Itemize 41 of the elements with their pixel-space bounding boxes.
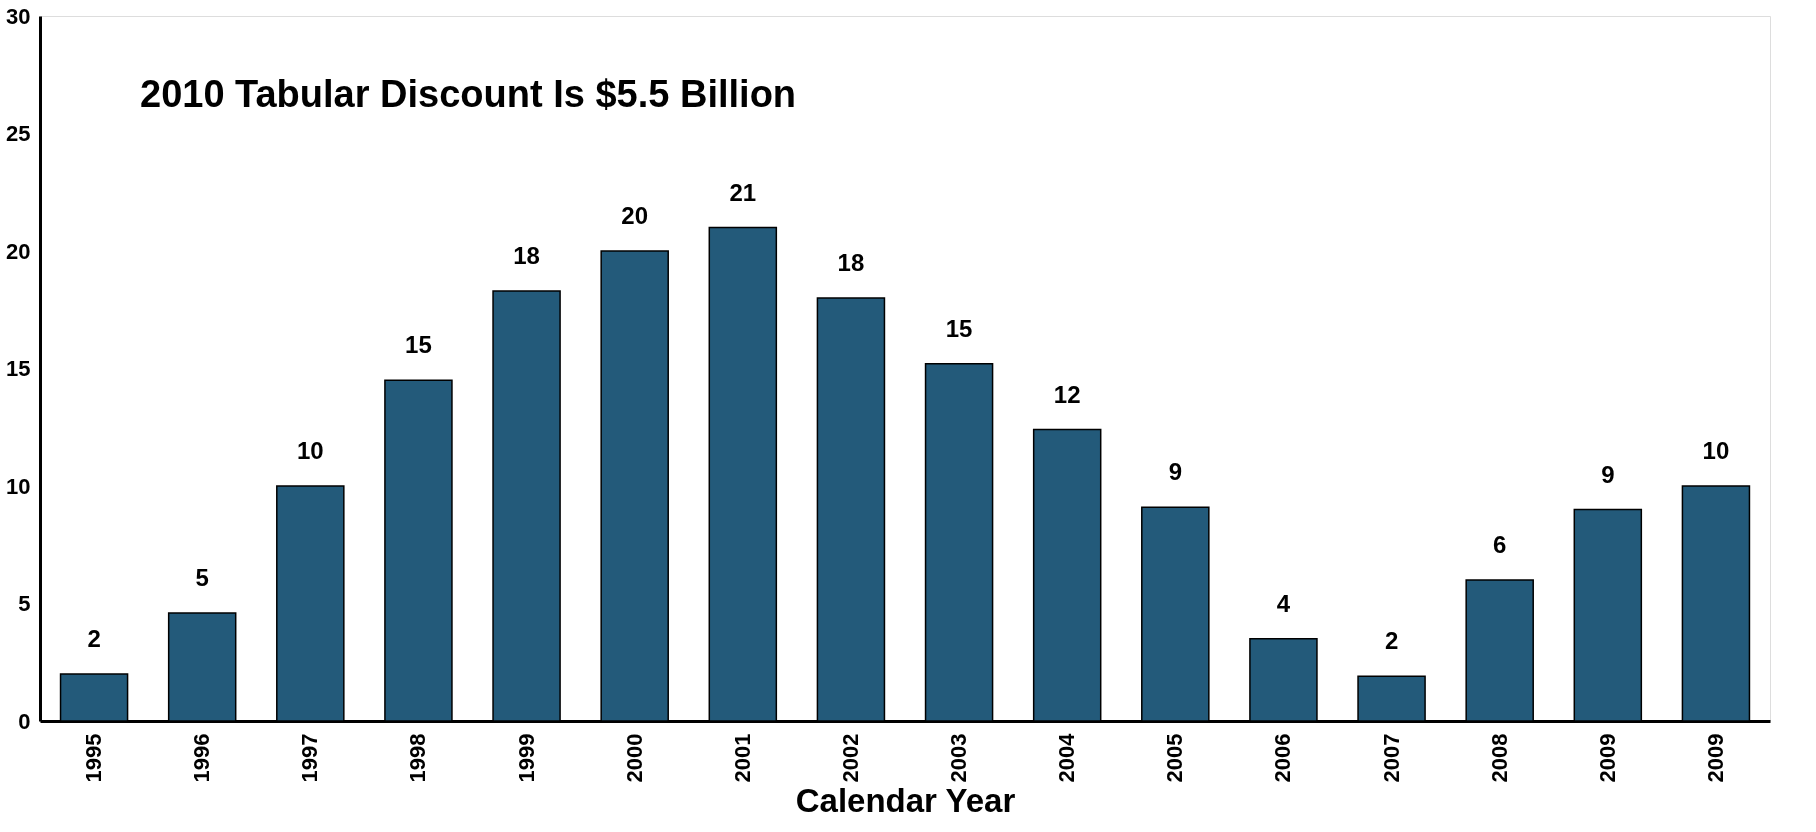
y-tick-label: 20 (6, 238, 31, 264)
data-label: 10 (1702, 437, 1730, 464)
x-tick-label: 1995 (81, 733, 107, 783)
y-tick-label: 5 (18, 591, 31, 616)
data-label: 6 (1493, 531, 1507, 558)
x-tick-label: 2002 (837, 733, 863, 783)
y-tick-label: 0 (18, 708, 31, 734)
x-tick-label: 2000 (621, 733, 647, 783)
y-tick-label: 10 (6, 473, 31, 499)
x-tick-label: 2007 (1378, 733, 1404, 783)
y-tick-label: 15 (6, 356, 31, 381)
data-label: 2 (1384, 627, 1399, 655)
data-label: 20 (621, 202, 649, 229)
x-tick-label: 2004 (1054, 732, 1080, 783)
data-label: 9 (1601, 460, 1615, 488)
data-label: 4 (1276, 589, 1291, 617)
x-tick-label: 2005 (1162, 733, 1188, 783)
data-label: 15 (405, 331, 432, 359)
y-tick-label: 25 (6, 121, 31, 146)
y-tick-label: 30 (6, 3, 31, 29)
data-label: 5 (195, 563, 209, 591)
x-axis-title: Calendar Year (795, 782, 1016, 820)
text: 2010 Tabular Discount Is $5.5 Billion (140, 73, 797, 115)
data-label: 21 (729, 178, 757, 206)
data-label: 12 (1053, 380, 1081, 408)
data-label: 9 (1168, 458, 1182, 486)
x-tick-label: 2003 (946, 733, 972, 783)
x-tick-label: 2006 (1270, 733, 1296, 783)
data-label: 10 (296, 437, 324, 464)
data-label: 18 (513, 241, 540, 269)
data-label: 15 (945, 314, 973, 342)
x-tick-label: 1997 (297, 733, 323, 783)
x-tick-label: 1998 (405, 733, 431, 783)
data-label: 18 (837, 249, 865, 276)
x-tick-label: 2009 (1594, 733, 1620, 783)
x-tick-label: 2009 (1702, 733, 1728, 783)
x-tick-label: 2001 (729, 733, 755, 783)
x-tick-label: 1996 (189, 733, 215, 783)
x-tick-label: 1999 (513, 733, 539, 783)
x-tick-label: 2008 (1486, 733, 1512, 783)
data-label: 2 (87, 625, 101, 652)
